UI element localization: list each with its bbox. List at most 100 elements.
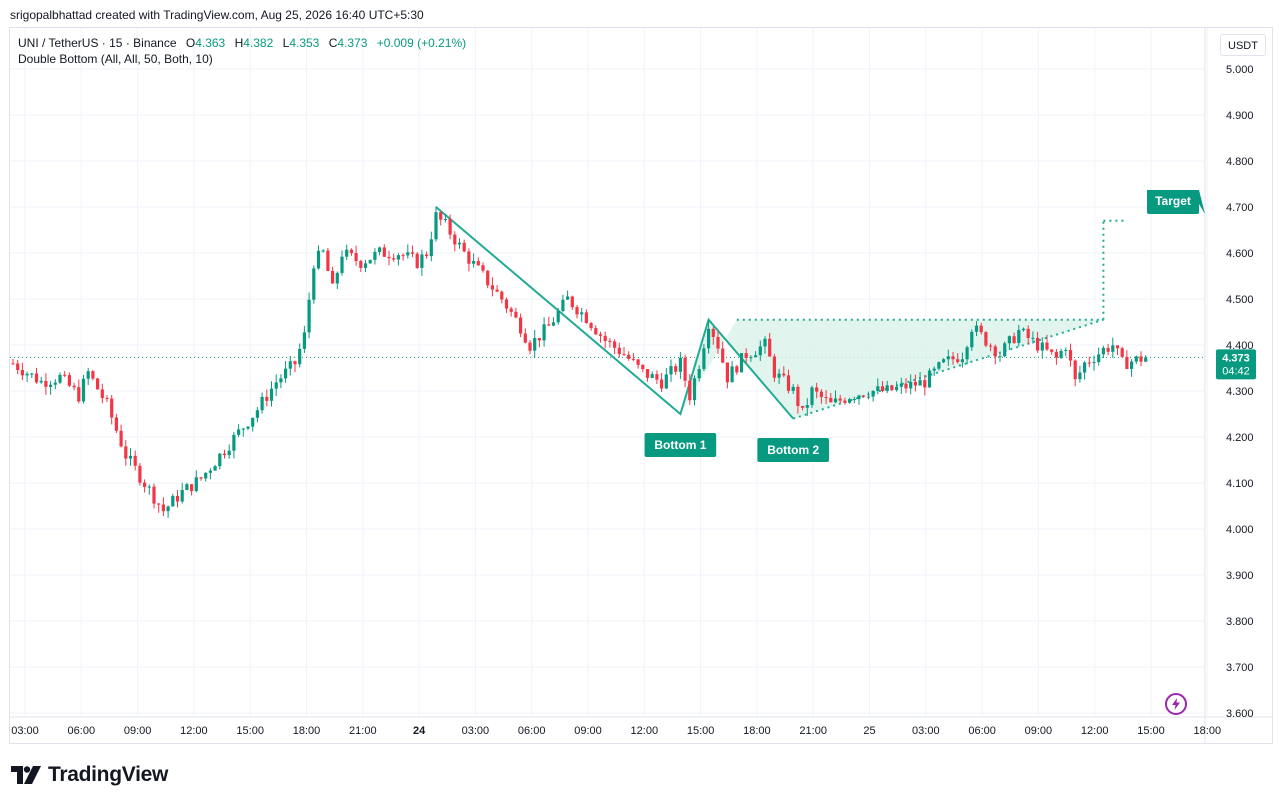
- candle-up: [650, 374, 654, 378]
- candle-up: [542, 324, 546, 341]
- candle-down: [589, 323, 593, 329]
- candle-down: [627, 354, 631, 359]
- candle-up: [251, 417, 255, 427]
- candle-up: [1083, 362, 1087, 373]
- candle-up: [363, 263, 368, 268]
- candle-up: [763, 338, 767, 347]
- candle-down: [782, 373, 786, 376]
- candle-down: [631, 358, 635, 360]
- candle-up: [857, 395, 861, 400]
- candle-down: [843, 400, 847, 403]
- candle-down: [392, 258, 396, 260]
- candle-up: [932, 368, 936, 371]
- candle-up: [866, 396, 870, 398]
- candle-up: [396, 255, 400, 260]
- time-tick-label: 03:00: [912, 725, 940, 737]
- candle-up: [1078, 372, 1082, 380]
- candle-up: [288, 361, 292, 369]
- candle-up: [171, 495, 175, 507]
- candle-down: [655, 374, 659, 380]
- candle-down: [993, 346, 997, 357]
- candle-up: [937, 362, 941, 369]
- time-tick-label: 24: [413, 725, 426, 737]
- candle-down: [1068, 349, 1073, 361]
- candle-up: [302, 332, 306, 349]
- candle-down: [880, 386, 885, 391]
- candle-up: [208, 470, 212, 473]
- candle-up: [1021, 328, 1026, 331]
- candle-up: [1144, 357, 1148, 362]
- candle-up: [1040, 342, 1044, 351]
- candle-up: [1111, 345, 1115, 352]
- candle-down: [387, 256, 391, 259]
- pattern-labels: Bottom 1 Bottom 2 Target: [644, 190, 1205, 462]
- candle-up: [232, 434, 236, 451]
- time-tick-label: 03:00: [11, 725, 39, 737]
- time-tick-label: 15:00: [687, 725, 715, 737]
- candle-up: [1101, 347, 1105, 355]
- candle-up: [420, 254, 424, 268]
- candle-down: [190, 484, 194, 492]
- candle-down: [547, 324, 551, 326]
- candle-up: [227, 450, 231, 456]
- tradingview-logo[interactable]: TradingView: [11, 762, 168, 788]
- indicator-title[interactable]: Double Bottom (All, All, 50, Both, 10): [18, 52, 213, 66]
- candle-down: [768, 338, 772, 357]
- candle-down: [674, 366, 678, 372]
- candle-down: [923, 380, 927, 388]
- candle-down: [1120, 348, 1124, 357]
- candle-up: [551, 322, 556, 326]
- price-tick-label: 4.500: [1226, 294, 1254, 306]
- candle-down: [956, 359, 960, 363]
- candle-up: [368, 259, 372, 264]
- label-bottom-1: Bottom 1: [644, 433, 717, 457]
- candle-up: [852, 399, 856, 401]
- logo-text: TradingView: [48, 763, 169, 786]
- candle-down: [1036, 337, 1040, 351]
- candle-up: [805, 405, 809, 408]
- time-tick-label: 09:00: [124, 725, 152, 737]
- lightning-icon[interactable]: [1165, 693, 1187, 715]
- candle-up: [1031, 337, 1035, 339]
- currency-button[interactable]: USDT: [1220, 34, 1266, 56]
- candle-down: [331, 271, 335, 284]
- candle-up: [833, 398, 838, 403]
- open-label: O: [185, 36, 196, 50]
- candle-up: [702, 348, 706, 370]
- price-tick-label: 4.800: [1226, 156, 1254, 168]
- candle-up: [927, 370, 932, 388]
- candle-down: [175, 495, 180, 502]
- candle-down: [359, 261, 363, 268]
- candle-down: [1139, 356, 1143, 362]
- candle-down: [1026, 328, 1030, 338]
- candle-down: [645, 369, 650, 378]
- time-tick-label: 25: [863, 725, 875, 737]
- symbol-name[interactable]: UNI / TetherUS · 15 · Binance: [18, 36, 177, 50]
- time-tick-label: 18:00: [743, 725, 771, 737]
- candle-down: [382, 247, 386, 257]
- candle-up: [147, 486, 151, 488]
- time-tick-label: 03:00: [462, 725, 490, 737]
- candle-down: [110, 398, 114, 418]
- candle-down: [519, 317, 523, 334]
- candle-up: [307, 299, 311, 333]
- price-tick-label: 4.300: [1226, 386, 1254, 398]
- candle-down: [904, 383, 908, 389]
- candle-down: [114, 417, 118, 431]
- candle-up: [53, 382, 57, 385]
- candle-up: [960, 359, 964, 363]
- candle-up: [218, 453, 222, 467]
- candle-down: [796, 386, 800, 406]
- candle-down: [77, 387, 81, 402]
- candle-up: [241, 428, 245, 430]
- candle-down: [514, 311, 518, 318]
- candle-down: [467, 251, 471, 264]
- price-tick-label: 4.000: [1226, 524, 1254, 536]
- candle-down: [890, 385, 894, 391]
- candle-up: [848, 399, 852, 403]
- candle-up: [335, 272, 339, 284]
- candle-down: [222, 453, 227, 456]
- price-axis: 5.000 4.900 4.800 4.700 4.600 4.500 4.400 4.300…: [1216, 64, 1256, 720]
- candle-up: [81, 378, 86, 402]
